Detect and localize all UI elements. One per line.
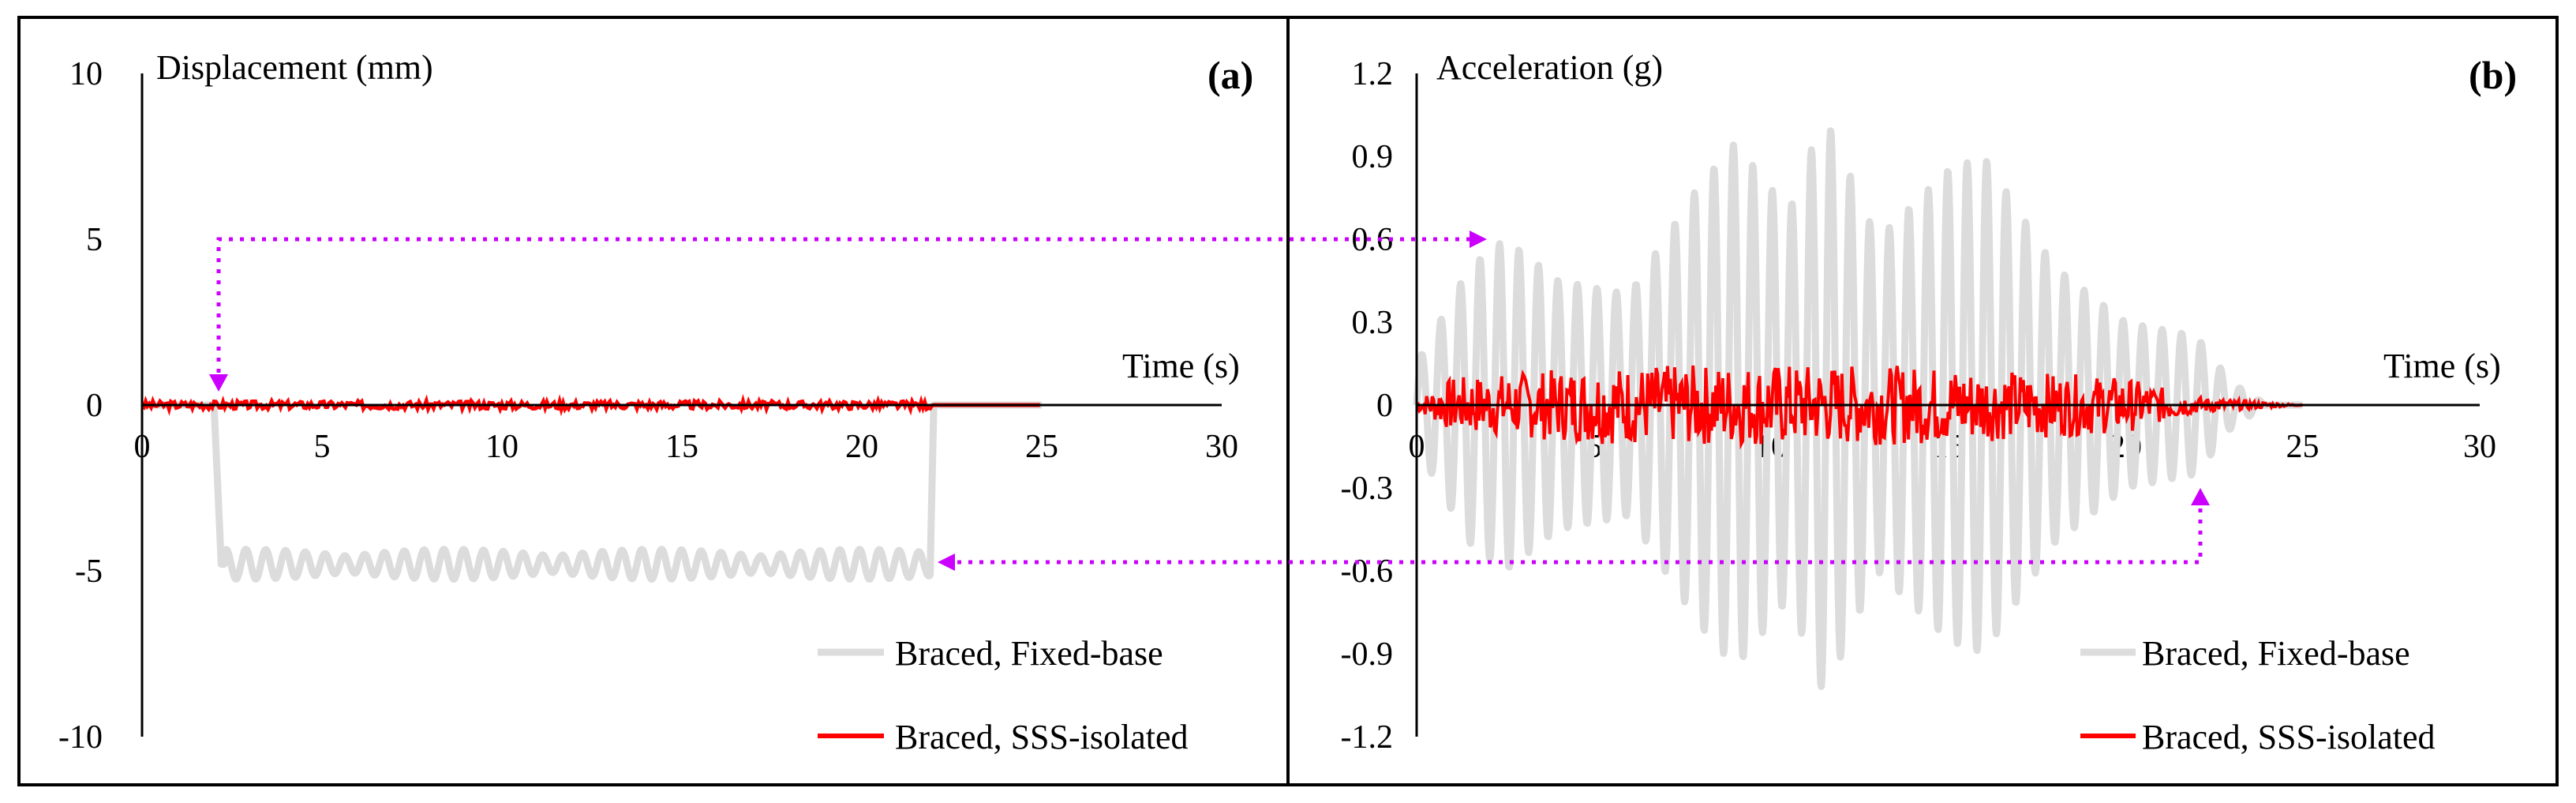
- panel-a-y-ticks: 10 5 0 -5 -10: [58, 56, 103, 756]
- arrow-step-return: [955, 497, 2203, 565]
- x-tick-label: 10: [485, 429, 519, 465]
- arrow-head-down-a: [209, 374, 228, 392]
- panel-a-label: (a): [1208, 53, 1253, 97]
- x-tick-label: 25: [1025, 429, 1058, 465]
- y-tick-label: -5: [75, 553, 103, 590]
- panel-a-displacement: (a) Displacement (mm) Time (s) 10 5 0 -5 -10…: [58, 48, 1253, 756]
- panel-a-y-axis-title: Displacement (mm): [156, 48, 433, 87]
- panel-a-x-axis-title: Time (s): [1122, 347, 1240, 385]
- arrow-step-onset: [216, 237, 1470, 384]
- y-tick-label: -0.6: [1341, 553, 1394, 590]
- y-tick-label: 0.3: [1352, 305, 1394, 341]
- series-line-sss-isolated-a: [140, 393, 1040, 417]
- y-tick-label: -0.9: [1341, 636, 1394, 673]
- y-tick-label: 0: [1376, 388, 1393, 424]
- panel-b-legend: Braced, Fixed-base Braced, SSS-isolated: [2080, 634, 2436, 756]
- y-tick-label: 0.9: [1352, 139, 1394, 175]
- panel-b-series: [1413, 127, 2306, 690]
- panel-b-acceleration: (b) Acceleration (g) Time (s) 1.20.90.60…: [1341, 48, 2518, 756]
- x-tick-label: 20: [845, 429, 878, 465]
- y-tick-label: 1.2: [1352, 56, 1394, 92]
- y-tick-label: -10: [58, 719, 103, 756]
- cross-panel-arrows: [216, 237, 2203, 565]
- series-line-fixed-base-a: [139, 401, 1045, 583]
- y-tick-label: 10: [69, 56, 103, 92]
- x-tick-label: 30: [2463, 429, 2496, 465]
- panel-a-axes: [140, 73, 1222, 737]
- legend-label-fixed-base-a: Braced, Fixed-base: [895, 634, 1163, 673]
- x-tick-label: 15: [665, 429, 698, 465]
- panel-b-y-axis-title: Acceleration (g): [1436, 48, 1663, 87]
- arrow-head-up-b: [2191, 488, 2210, 505]
- legend-label-fixed-base-b: Braced, Fixed-base: [2142, 634, 2410, 673]
- y-tick-label: -0.3: [1341, 471, 1394, 507]
- panel-a-legend: Braced, Fixed-base Braced, SSS-isolated: [818, 634, 1189, 756]
- panel-b-label: (b): [2469, 53, 2517, 97]
- series-line-sss-isolated-b: [1415, 365, 2303, 450]
- arrow-head-left-a: [938, 553, 955, 571]
- y-tick-label: 0: [86, 388, 103, 424]
- panel-b-y-ticks: 1.20.90.60.30-0.3-0.6-0.9-1.2: [1341, 56, 1394, 756]
- arrow-head-right-b: [1470, 231, 1487, 248]
- y-tick-label: -1.2: [1341, 719, 1394, 756]
- panel-a-series: [139, 393, 1045, 583]
- x-tick-label: 5: [314, 429, 331, 465]
- legend-label-sss-isolated-a: Braced, SSS-isolated: [895, 718, 1189, 756]
- panel-b-x-axis-title: Time (s): [2383, 347, 2501, 385]
- y-tick-label: 5: [86, 222, 103, 258]
- arrow-heads: [209, 231, 2210, 571]
- series-line-fixed-base-b: [1413, 127, 2306, 690]
- panel-b-axes: [1415, 73, 2480, 737]
- legend-label-sss-isolated-b: Braced, SSS-isolated: [2142, 718, 2436, 756]
- x-tick-label: 25: [2286, 429, 2320, 465]
- x-tick-label: 30: [1205, 429, 1238, 465]
